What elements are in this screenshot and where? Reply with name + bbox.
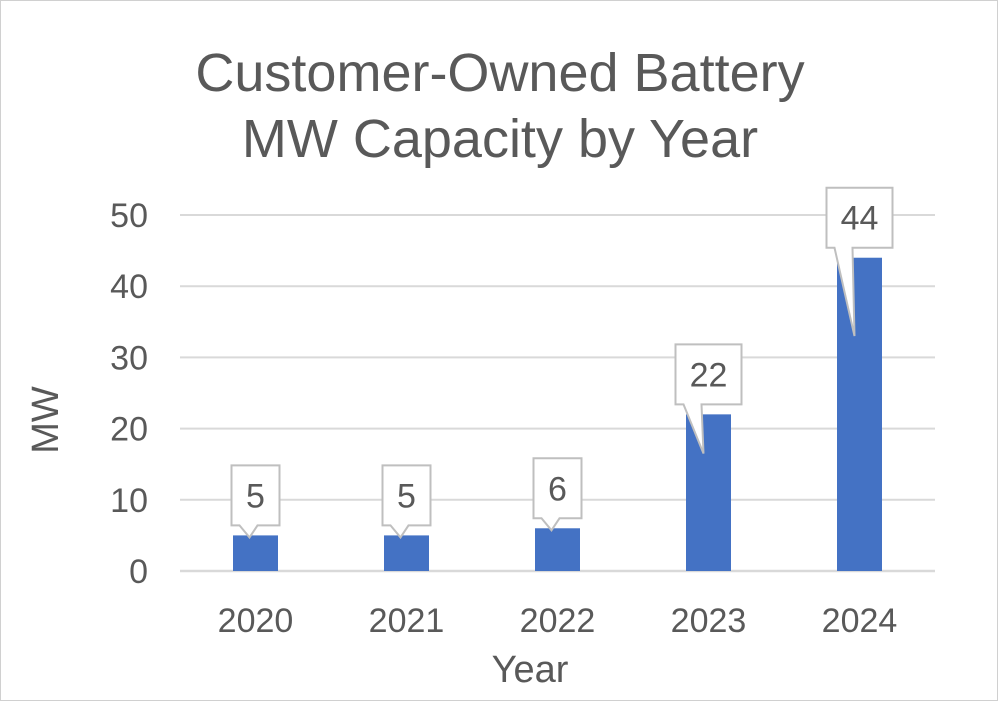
data-label-2020: 5 xyxy=(246,477,265,515)
data-label-2023: 22 xyxy=(690,356,728,394)
chart-title-line-2: MW Capacity by Year xyxy=(241,109,759,169)
callout-box-2023 xyxy=(674,343,743,454)
data-label-2024: 44 xyxy=(841,200,879,238)
bar-2023 xyxy=(686,414,731,571)
chart-title-line-1: Customer-Owned Battery xyxy=(195,43,805,103)
x-tick-label-2021: 2021 xyxy=(369,602,445,640)
callout-box-2022 xyxy=(532,457,583,532)
axis-ticks: 0 10 20 30 40 50 2020 2021 2022 2023 2024 xyxy=(110,197,897,640)
y-tick-label-40: 40 xyxy=(110,268,148,306)
y-tick-label-30: 30 xyxy=(110,339,148,377)
callout-box-2020 xyxy=(230,464,281,540)
x-tick-label-2022: 2022 xyxy=(520,602,596,640)
bar-2020 xyxy=(233,535,278,571)
bar-2021 xyxy=(384,535,429,571)
data-label-2022: 6 xyxy=(548,470,567,508)
callout-box-2024 xyxy=(825,186,894,337)
x-tick-label-2024: 2024 xyxy=(822,602,898,640)
y-tick-label-0: 0 xyxy=(129,553,148,591)
data-label-2021: 5 xyxy=(397,477,416,515)
bar-2022 xyxy=(535,528,580,571)
chart-title: Customer-Owned Battery MW Capacity by Ye… xyxy=(0,40,1000,172)
y-tick-label-10: 10 xyxy=(110,482,148,520)
callout-box-2021 xyxy=(381,464,432,540)
data-label-callouts: 5 5 6 22 44 xyxy=(230,186,894,540)
bars xyxy=(233,257,882,571)
y-tick-label-50: 50 xyxy=(110,197,148,235)
bar-2024 xyxy=(837,257,882,571)
y-tick-label-20: 20 xyxy=(110,411,148,449)
x-tick-label-2023: 2023 xyxy=(671,602,747,640)
x-tick-label-2020: 2020 xyxy=(218,602,294,640)
y-axis-title: MW xyxy=(25,386,67,454)
x-axis-title: Year xyxy=(492,649,569,691)
